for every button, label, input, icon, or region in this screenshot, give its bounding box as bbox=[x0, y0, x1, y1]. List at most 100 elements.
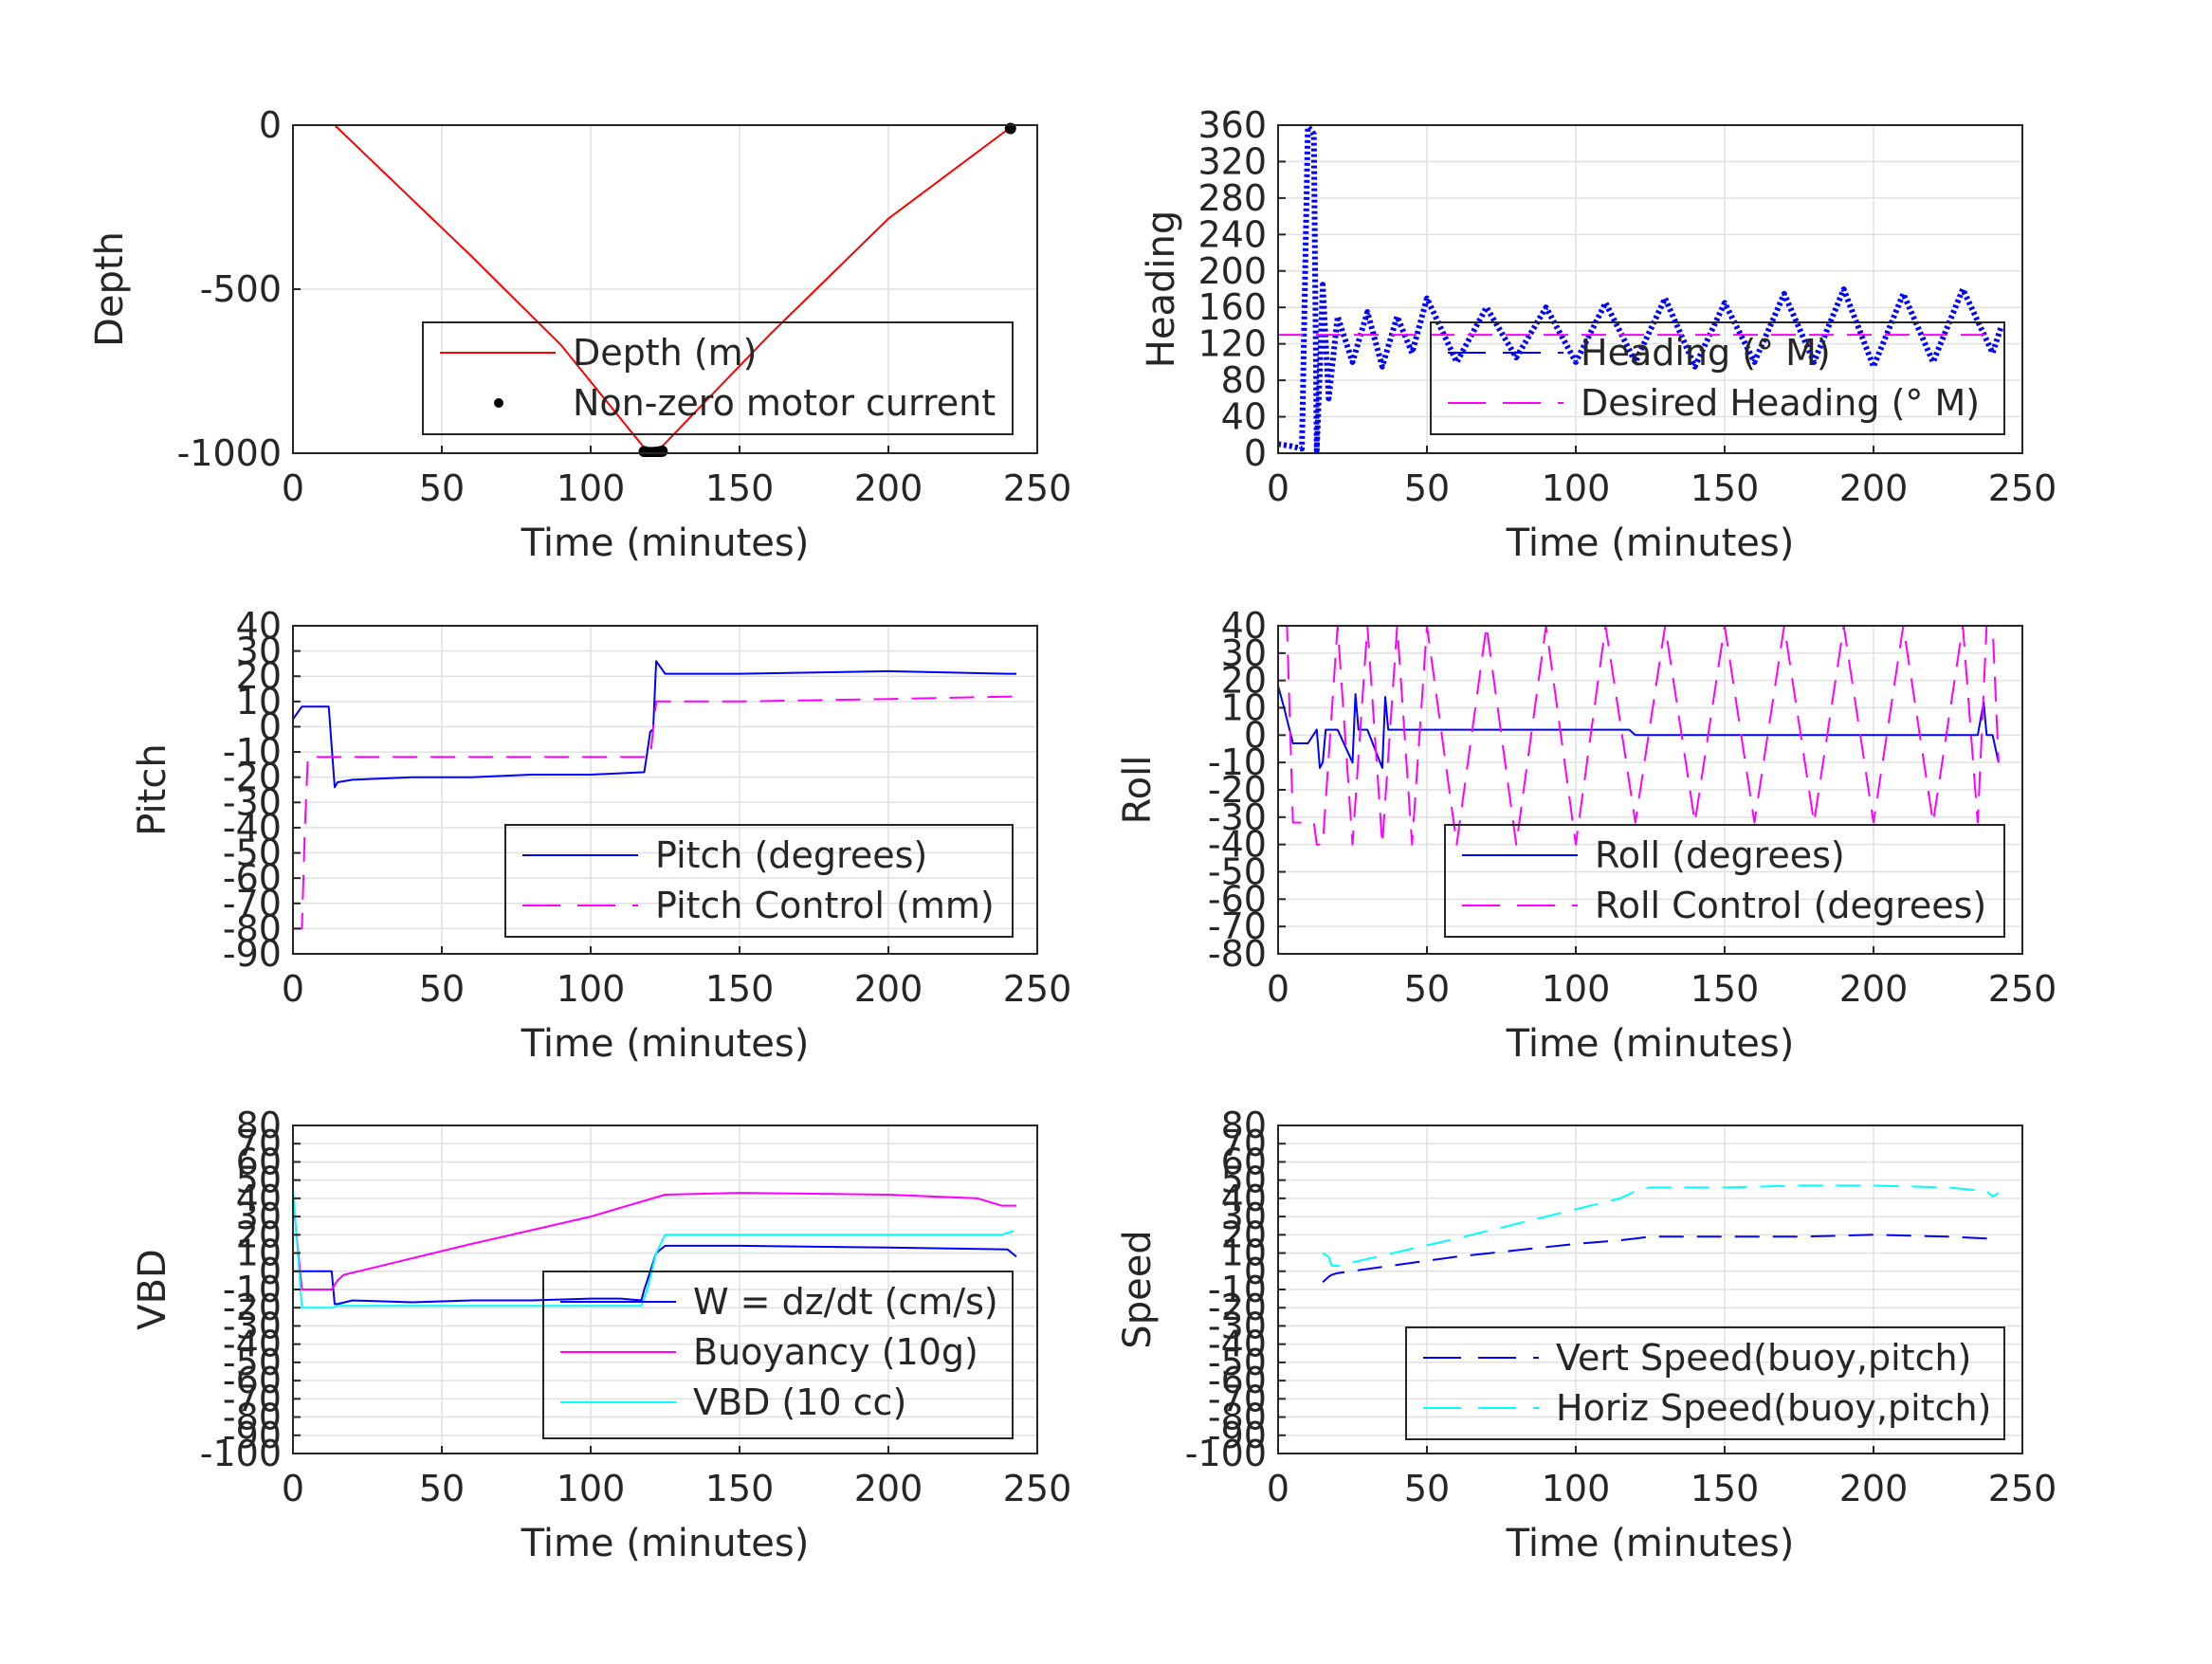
legend-item: Pitch (degrees) bbox=[522, 834, 927, 876]
y-tick-label: -70 bbox=[1208, 1378, 1267, 1419]
legend-item: Desired Heading (° M) bbox=[1448, 382, 1980, 424]
y-tick-label: 360 bbox=[1197, 104, 1267, 146]
chart-depth: 0 50 100 150 200 250 -1000 -500 0 Time (minutes) D… bbox=[88, 104, 1071, 565]
x-tick-label: 100 bbox=[557, 968, 626, 1010]
legend-item: Horiz Speed(buoy,pitch) bbox=[1423, 1387, 1991, 1429]
legend: W = dz/dt (cm/s) Buoyancy (10g) VBD (10 cc… bbox=[542, 1271, 1014, 1439]
chart-speed: 0 50 100 150 200 250-100-90-80-70-60-50-40-30… bbox=[1116, 1105, 2057, 1565]
legend-label: Desired Heading (° M) bbox=[1581, 382, 1980, 424]
x-tick-label: 0 bbox=[282, 467, 304, 509]
series-line-1 bbox=[1278, 123, 2004, 454]
x-tick-label: 50 bbox=[419, 968, 465, 1010]
y-tick-label: -20 bbox=[223, 1287, 282, 1328]
y-tick-label: -60 bbox=[223, 857, 282, 899]
y-tick-label: -20 bbox=[1208, 1287, 1267, 1328]
legend-label: Vert Speed(buoy,pitch) bbox=[1556, 1337, 1971, 1379]
legend: Vert Speed(buoy,pitch) Horiz Speed(buoy,p… bbox=[1405, 1326, 2005, 1440]
legend-box bbox=[1444, 824, 2005, 938]
chart-heading: 0 50 100 150 200 2500408012016020024028032036… bbox=[1140, 104, 2057, 565]
x-tick-label: 250 bbox=[1003, 467, 1072, 509]
legend-item: Non-zero motor current bbox=[494, 382, 996, 424]
legend-item: Vert Speed(buoy,pitch) bbox=[1423, 1337, 1971, 1379]
legend-box bbox=[1430, 321, 2005, 435]
legend-box bbox=[1405, 1326, 2005, 1440]
x-tick-label: 200 bbox=[854, 1468, 923, 1509]
series-line-1 bbox=[293, 660, 1016, 789]
legend-label: Pitch Control (mm) bbox=[655, 885, 995, 926]
legend-item: VBD (10 cc) bbox=[560, 1381, 906, 1423]
x-tick-label: 150 bbox=[705, 968, 775, 1010]
x-tick-label: 100 bbox=[557, 1468, 626, 1509]
y-tick-label: 30 bbox=[236, 631, 282, 672]
legend: Roll (degrees) Roll Control (degrees) bbox=[1444, 824, 2005, 938]
x-axis-label: Time (minutes) bbox=[521, 521, 810, 565]
x-tick-label: 150 bbox=[1691, 467, 1760, 509]
y-tick-label: 280 bbox=[1197, 177, 1267, 219]
series-line-2 bbox=[293, 1192, 1016, 1290]
y-axis-label: Heading bbox=[1140, 210, 1183, 368]
y-tick-label: -20 bbox=[1208, 769, 1267, 811]
y-tick-label: 320 bbox=[1197, 140, 1267, 182]
legend-label: Horiz Speed(buoy,pitch) bbox=[1556, 1387, 1991, 1429]
series-line-1 bbox=[1322, 1234, 1999, 1284]
y-tick-label: 80 bbox=[1221, 359, 1267, 401]
y-axis-label: Speed bbox=[1116, 1230, 1160, 1348]
y-tick-label: -70 bbox=[223, 883, 282, 924]
y-tick-label: 0 bbox=[1244, 432, 1267, 474]
y-tick-label: -50 bbox=[1208, 851, 1267, 893]
y-tick-label: 30 bbox=[236, 1196, 282, 1237]
y-tick-label: 20 bbox=[1221, 660, 1267, 702]
y-tick-label: 30 bbox=[1221, 632, 1267, 674]
x-tick-label: 50 bbox=[419, 1468, 465, 1509]
y-tick-label: -10 bbox=[1208, 1269, 1267, 1310]
legend-item: W = dz/dt (cm/s) bbox=[560, 1281, 998, 1323]
x-tick-label: 50 bbox=[1404, 467, 1450, 509]
y-tick-label: 60 bbox=[1221, 1141, 1267, 1182]
y-tick-label: 40 bbox=[236, 605, 282, 647]
y-tick-label: -10 bbox=[223, 1269, 282, 1310]
y-tick-label: -40 bbox=[223, 807, 282, 849]
y-tick-label: 50 bbox=[236, 1160, 282, 1201]
y-tick-label: 40 bbox=[236, 1178, 282, 1219]
y-tick-label: -30 bbox=[223, 781, 282, 823]
y-tick-label: 50 bbox=[1221, 1160, 1267, 1201]
legend-item: Roll (degrees) bbox=[1462, 834, 1845, 876]
legend-label: VBD (10 cc) bbox=[693, 1381, 906, 1423]
x-tick-label: 200 bbox=[1839, 1468, 1909, 1509]
y-tick-label: -10 bbox=[223, 731, 282, 773]
legend-label: Non-zero motor current bbox=[573, 382, 996, 424]
x-tick-label: 200 bbox=[1839, 467, 1909, 509]
y-tick-label: -80 bbox=[223, 1397, 282, 1438]
y-tick-label: 240 bbox=[1197, 213, 1267, 255]
y-axis-label: VBD bbox=[131, 1249, 174, 1330]
y-tick-label: 200 bbox=[1197, 250, 1267, 292]
x-tick-label: 250 bbox=[1003, 1468, 1072, 1509]
x-tick-label: 0 bbox=[282, 1468, 304, 1509]
x-axis-label: Time (minutes) bbox=[1506, 1022, 1795, 1066]
y-tick-label: -10 bbox=[1208, 741, 1267, 783]
series-line-2 bbox=[293, 695, 1017, 930]
y-tick-label: -500 bbox=[200, 268, 282, 310]
y-tick-label: 70 bbox=[236, 1123, 282, 1164]
y-tick-label: 40 bbox=[1221, 1178, 1267, 1219]
plot-area bbox=[1278, 125, 2022, 453]
y-tick-label: 10 bbox=[236, 681, 282, 722]
legend-label: Heading (° M) bbox=[1581, 332, 1831, 374]
y-tick-label: 60 bbox=[236, 1141, 282, 1182]
x-tick-label: 0 bbox=[1267, 1468, 1289, 1509]
x-tick-label: 250 bbox=[1988, 968, 2057, 1010]
x-tick-label: 100 bbox=[557, 467, 626, 509]
legend-item: Pitch Control (mm) bbox=[522, 885, 995, 926]
y-tick-label: 10 bbox=[236, 1233, 282, 1274]
y-tick-label: 0 bbox=[259, 705, 282, 747]
y-tick-label: -40 bbox=[1208, 824, 1267, 866]
legend-item: Roll Control (degrees) bbox=[1462, 885, 1986, 926]
x-tick-label: 250 bbox=[1988, 467, 2057, 509]
y-tick-label: -40 bbox=[223, 1324, 282, 1365]
x-tick-label: 250 bbox=[1003, 968, 1072, 1010]
legend-box bbox=[422, 321, 1014, 435]
y-tick-label: -50 bbox=[223, 832, 282, 874]
series-group bbox=[293, 1189, 1017, 1309]
y-tick-label: -90 bbox=[1208, 1415, 1267, 1456]
y-tick-label: -80 bbox=[223, 907, 282, 949]
